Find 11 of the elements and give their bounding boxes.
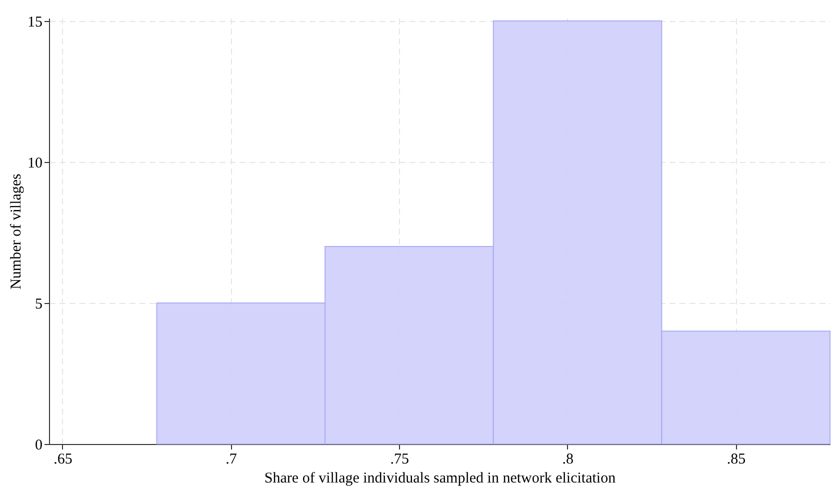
x-tick-label: .8 [562, 452, 574, 468]
y-tick-label: 10 [28, 155, 42, 172]
x-tick-label: .75 [390, 452, 409, 468]
x-axis-title: Share of village individuals sampled in network elicitation [264, 470, 616, 486]
x-tick-label: .65 [54, 452, 72, 468]
y-tick-label: 0 [35, 438, 42, 454]
y-axis-title: Number of villages [8, 173, 24, 290]
y-tick-label: 15 [28, 14, 42, 30]
y-tick-label: 5 [35, 296, 42, 312]
x-tick-label: .7 [226, 452, 238, 468]
x-tick-label: .85 [726, 452, 746, 468]
